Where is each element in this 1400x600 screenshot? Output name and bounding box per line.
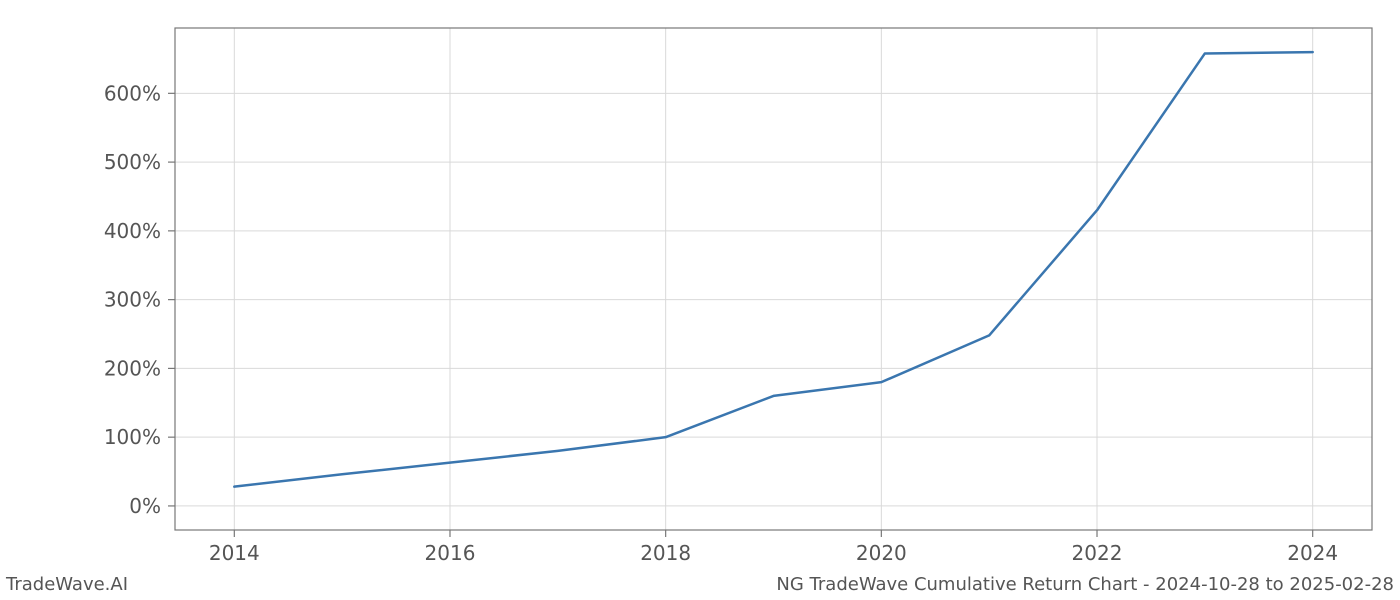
x-tick-label: 2018 [640,541,691,565]
x-tick-label: 2020 [856,541,907,565]
x-tick-label: 2014 [209,541,260,565]
y-tick-label: 300% [104,288,161,312]
y-tick-label: 400% [104,219,161,243]
footer-right-label: NG TradeWave Cumulative Return Chart - 2… [776,574,1394,595]
footer-left-label: TradeWave.AI [5,574,128,595]
x-tick-label: 2024 [1287,541,1338,565]
chart-container: 2014 2016 2018 2020 2022 2024 0% 100% 200% 300% 40… [0,0,1400,600]
y-tick-label: 100% [104,425,161,449]
x-tick-label: 2016 [425,541,476,565]
y-tick-label: 200% [104,356,161,380]
y-tick-label: 500% [104,150,161,174]
line-chart: 2014 2016 2018 2020 2022 2024 0% 100% 200% 300% 40… [0,0,1400,600]
y-tick-label: 0% [129,494,161,518]
x-tick-label: 2022 [1072,541,1123,565]
y-tick-label: 600% [104,81,161,105]
